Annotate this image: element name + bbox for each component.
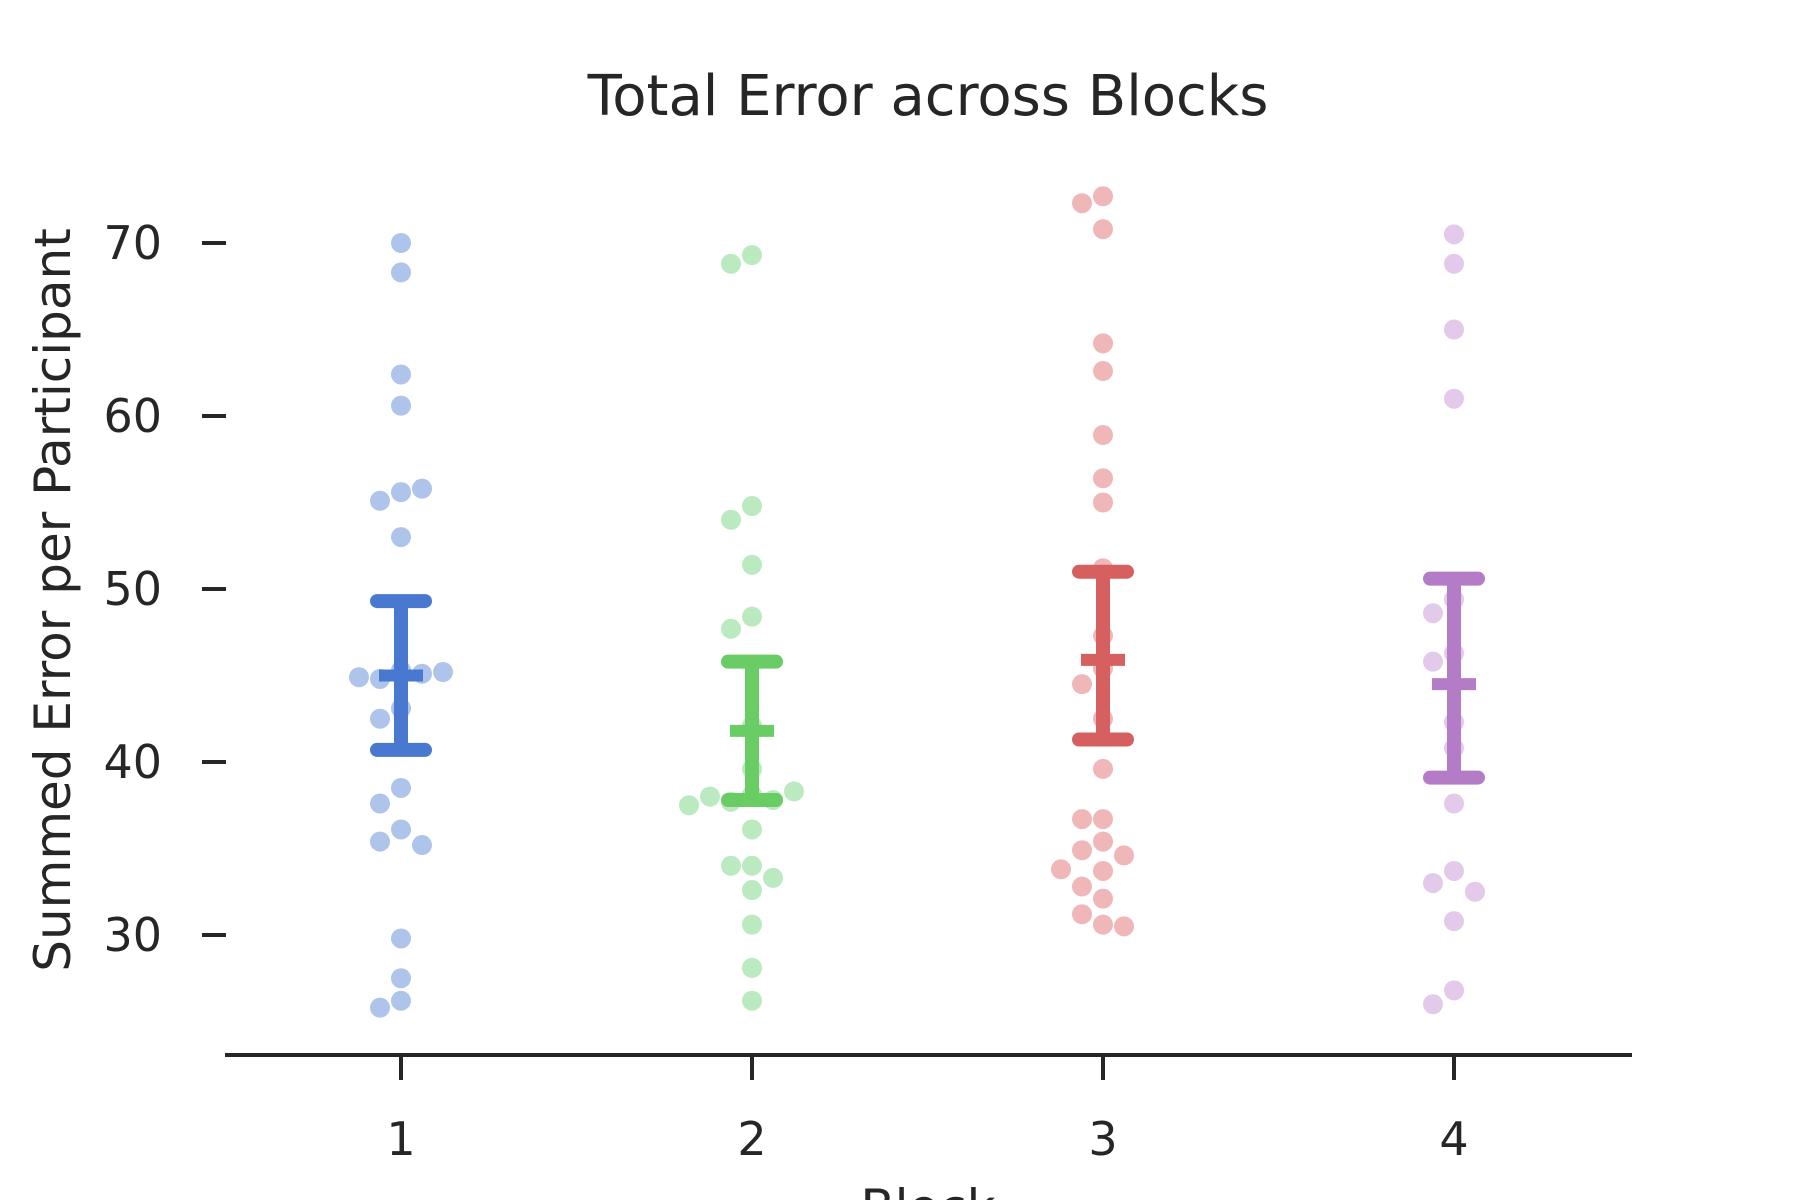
data-point <box>391 928 411 949</box>
data-point <box>784 781 804 802</box>
data-point <box>412 478 432 499</box>
data-point <box>679 795 699 816</box>
data-point <box>721 509 741 530</box>
error-bar <box>370 594 432 757</box>
data-point <box>391 819 411 840</box>
data-point <box>1114 916 1134 937</box>
data-point <box>433 662 453 683</box>
data-point <box>370 997 390 1018</box>
data-point <box>1072 809 1092 830</box>
data-point <box>721 618 741 639</box>
data-point <box>391 262 411 283</box>
data-point <box>412 835 432 856</box>
data-point <box>391 364 411 385</box>
data-point <box>1465 881 1485 902</box>
data-point <box>742 855 762 876</box>
data-point <box>1444 911 1464 932</box>
data-point <box>742 957 762 978</box>
data-point <box>742 819 762 840</box>
data-point <box>391 233 411 253</box>
data-point <box>391 990 411 1011</box>
data-point <box>742 990 762 1011</box>
data-point <box>391 395 411 416</box>
data-point <box>1093 186 1113 207</box>
data-point <box>1093 888 1113 909</box>
y-tick-label: 30 <box>103 908 162 962</box>
error-bars <box>370 564 1485 808</box>
data-point <box>370 490 390 511</box>
data-point <box>391 527 411 548</box>
data-point <box>1072 876 1092 897</box>
data-point <box>391 968 411 989</box>
data-point <box>1072 840 1092 861</box>
data-point <box>700 786 720 807</box>
data-point <box>1072 674 1092 695</box>
y-axis-label: Summed Error per Participant <box>24 228 82 972</box>
data-point <box>1051 859 1071 880</box>
data-point <box>370 831 390 852</box>
x-axis: 1 2 3 4 <box>386 1055 1469 1166</box>
data-point <box>1444 793 1464 814</box>
data-point <box>1093 860 1113 881</box>
swarm-points <box>349 186 1485 1018</box>
error-bar <box>721 654 783 808</box>
y-axis: 30 40 50 60 70 <box>103 216 226 962</box>
data-point <box>1444 980 1464 1001</box>
data-point <box>721 855 741 876</box>
data-point <box>1093 361 1113 382</box>
error-bar <box>1423 571 1485 785</box>
data-point <box>349 667 369 688</box>
x-tick-label: 3 <box>1088 1112 1117 1166</box>
data-point <box>1093 468 1113 489</box>
data-point <box>1423 651 1443 672</box>
x-tick-label: 4 <box>1439 1112 1468 1166</box>
data-point <box>1093 333 1113 354</box>
data-point <box>721 253 741 274</box>
x-axis-label: Block <box>860 1179 995 1200</box>
y-tick-label: 50 <box>103 562 162 616</box>
data-point <box>1114 845 1134 866</box>
x-tick-label: 1 <box>386 1112 415 1166</box>
data-point <box>1444 860 1464 881</box>
data-point <box>742 880 762 901</box>
data-point <box>742 914 762 935</box>
y-tick-label: 60 <box>103 389 162 443</box>
data-point <box>1444 388 1464 409</box>
data-point <box>370 793 390 814</box>
chart-title: Total Error across Blocks <box>587 64 1269 129</box>
data-point <box>1093 809 1113 830</box>
data-point <box>1444 224 1464 245</box>
data-point <box>742 245 762 266</box>
data-point <box>370 708 390 729</box>
data-point <box>1093 492 1113 513</box>
data-point <box>742 554 762 575</box>
data-point <box>1093 425 1113 446</box>
data-point <box>1444 319 1464 340</box>
y-tick-label: 70 <box>103 216 162 270</box>
data-point <box>742 606 762 627</box>
data-point <box>1423 873 1443 894</box>
data-point <box>1093 831 1113 852</box>
y-tick-label: 40 <box>103 735 162 789</box>
data-point <box>391 777 411 798</box>
data-point <box>1072 904 1092 925</box>
data-point <box>763 867 783 888</box>
data-point <box>1093 219 1113 240</box>
data-point <box>1444 253 1464 274</box>
x-tick-label: 2 <box>737 1112 766 1166</box>
data-point <box>1072 193 1092 214</box>
data-point <box>1093 914 1113 935</box>
data-point <box>1423 994 1443 1015</box>
data-point <box>1423 603 1443 624</box>
data-point <box>742 495 762 516</box>
data-point <box>391 482 411 503</box>
error-bar <box>1072 564 1134 747</box>
data-point <box>1093 758 1113 779</box>
